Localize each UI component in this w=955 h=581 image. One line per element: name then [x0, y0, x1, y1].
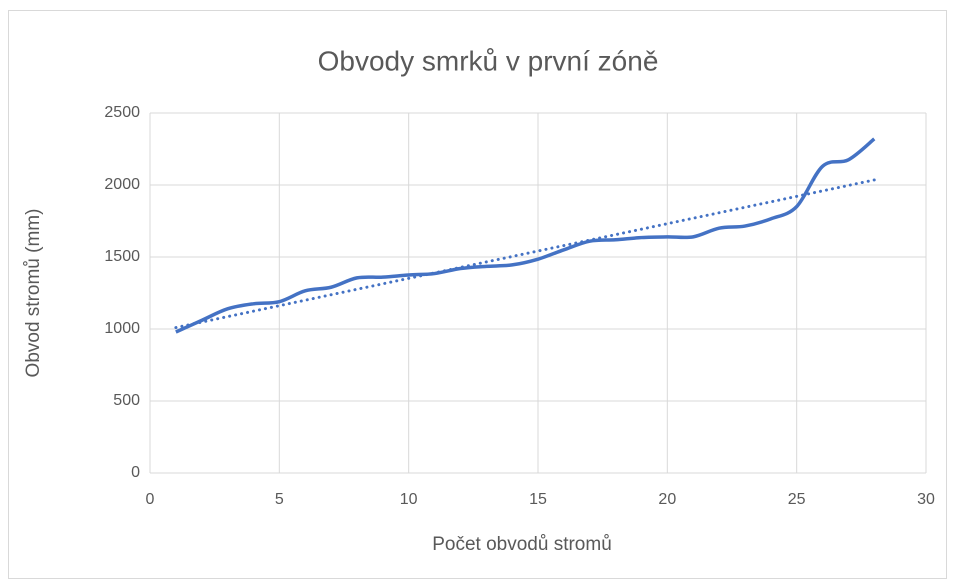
- x-tick-label: 5: [275, 491, 284, 508]
- x-tick-label: 15: [529, 491, 547, 508]
- x-tick-label: 25: [788, 491, 806, 508]
- x-tick-label: 20: [658, 491, 676, 508]
- y-tick-label: 500: [113, 392, 140, 409]
- y-tick-label: 2000: [104, 176, 140, 193]
- y-axis-label: Obvod stromů (mm): [23, 209, 44, 378]
- y-tick-label: 0: [131, 464, 140, 481]
- chart-title: Obvody smrků v první zóně: [318, 45, 659, 76]
- y-tick-label: 1000: [104, 320, 140, 337]
- line-series: [175, 137, 876, 334]
- x-tick-label: 30: [917, 491, 935, 508]
- x-tick-label: 10: [400, 491, 418, 508]
- x-tick-label: 0: [146, 491, 155, 508]
- x-axis-label: Počet obvodů stromů: [432, 534, 612, 555]
- y-tick-label: 1500: [104, 248, 140, 265]
- y-tick-label: 2500: [104, 104, 140, 121]
- chart-border: [8, 10, 947, 579]
